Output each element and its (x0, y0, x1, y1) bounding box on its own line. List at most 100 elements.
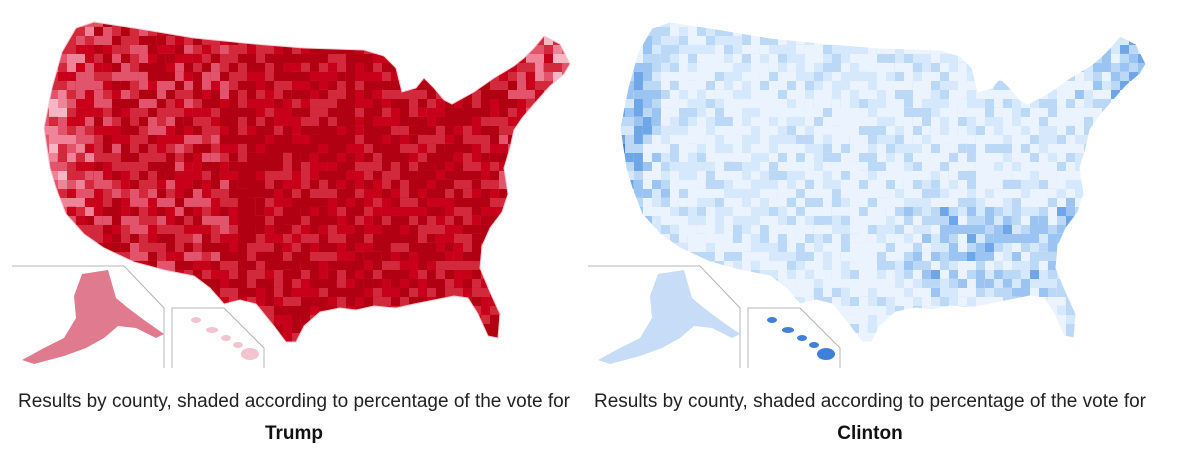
county-cell (202, 225, 211, 234)
county-cell (1120, 153, 1131, 163)
county-cell (1111, 270, 1121, 279)
county-cell (1075, 144, 1085, 155)
county-cell (796, 81, 805, 91)
county-cell (733, 63, 742, 72)
county-cell (319, 288, 330, 299)
county-cell (620, 45, 627, 55)
county-cell (742, 225, 752, 236)
county-cell (760, 216, 771, 227)
county-cell (1111, 45, 1121, 55)
county-cell (886, 243, 897, 253)
county-cell (121, 243, 131, 254)
county-cell (1084, 27, 1095, 38)
county-cell (688, 333, 697, 342)
county-cell (787, 180, 797, 191)
county-cell (949, 252, 959, 262)
county-cell (985, 243, 994, 252)
county-cell (724, 315, 734, 324)
county-cell (670, 135, 680, 146)
county-cell (1066, 288, 1076, 299)
county-cell (958, 90, 967, 99)
county-cell (670, 234, 681, 243)
county-cell (481, 180, 491, 191)
county-cell (1012, 324, 1023, 333)
county-cell (1066, 63, 1077, 73)
county-cell (1111, 144, 1121, 153)
county-cell (526, 126, 537, 137)
county-cell (670, 54, 680, 65)
county-cell (337, 171, 347, 182)
county-cell (202, 342, 212, 352)
county-cell (391, 333, 402, 342)
county-cell (391, 153, 401, 163)
county-cell (292, 72, 302, 82)
county-cell (49, 135, 60, 146)
county-cell (715, 216, 726, 226)
county-cell (337, 153, 348, 164)
county-cell (796, 270, 806, 280)
county-cell (517, 234, 527, 245)
county-cell (679, 36, 690, 46)
county-cell (148, 135, 158, 144)
county-cell (400, 144, 411, 154)
county-cell (1039, 306, 1048, 316)
county-cell (859, 36, 869, 46)
county-cell (850, 27, 860, 36)
county-cell (130, 81, 140, 91)
county-cell (931, 54, 941, 64)
county-cell (148, 22, 158, 29)
county-cell (445, 279, 456, 288)
county-cell (319, 90, 329, 101)
county-cell (787, 234, 796, 244)
county-cell (697, 81, 708, 90)
county-cell (1093, 234, 1103, 244)
county-cell (652, 54, 661, 64)
county-cell (373, 252, 382, 263)
county-cell (814, 108, 825, 119)
county-cell (868, 63, 877, 74)
county-cell (922, 117, 933, 128)
county-cell (472, 288, 481, 298)
county-cell (508, 22, 519, 28)
county-cell (373, 90, 383, 100)
trump-map-caption: Results by county, shaded according to p… (4, 386, 584, 450)
county-cell (58, 117, 68, 127)
county-cell (544, 306, 555, 316)
county-cell (274, 342, 284, 351)
county-cell (418, 306, 428, 317)
alaska-shape (598, 270, 740, 364)
county-cell (634, 117, 645, 128)
county-cell (1111, 333, 1121, 342)
county-cell (553, 72, 563, 82)
county-cell (148, 279, 158, 289)
county-cell (301, 135, 311, 146)
county-cell (1039, 45, 1049, 56)
county-cell (418, 63, 428, 74)
county-cell (679, 144, 689, 154)
county-cell (1075, 297, 1085, 308)
county-cell (841, 252, 852, 263)
county-cell (346, 306, 357, 316)
county-cell (742, 189, 752, 199)
county-cell (445, 342, 454, 351)
county-cell (193, 198, 204, 207)
county-cell (868, 180, 879, 191)
county-cell (976, 90, 987, 99)
county-cell (931, 225, 941, 236)
county-cell (1021, 135, 1030, 145)
county-cell (904, 153, 914, 164)
county-cell (895, 261, 905, 272)
county-cell (445, 108, 455, 119)
county-cell (184, 36, 195, 45)
county-cell (994, 45, 1004, 55)
county-cell (346, 279, 357, 289)
trump-county-map (12, 21, 571, 368)
county-cell (1012, 342, 1021, 352)
county-cell (94, 252, 104, 263)
county-cell (175, 63, 185, 72)
county-cell (958, 22, 968, 28)
county-cell (427, 90, 438, 101)
county-cell (193, 189, 204, 199)
county-cell (400, 72, 411, 82)
county-cell (49, 54, 59, 65)
